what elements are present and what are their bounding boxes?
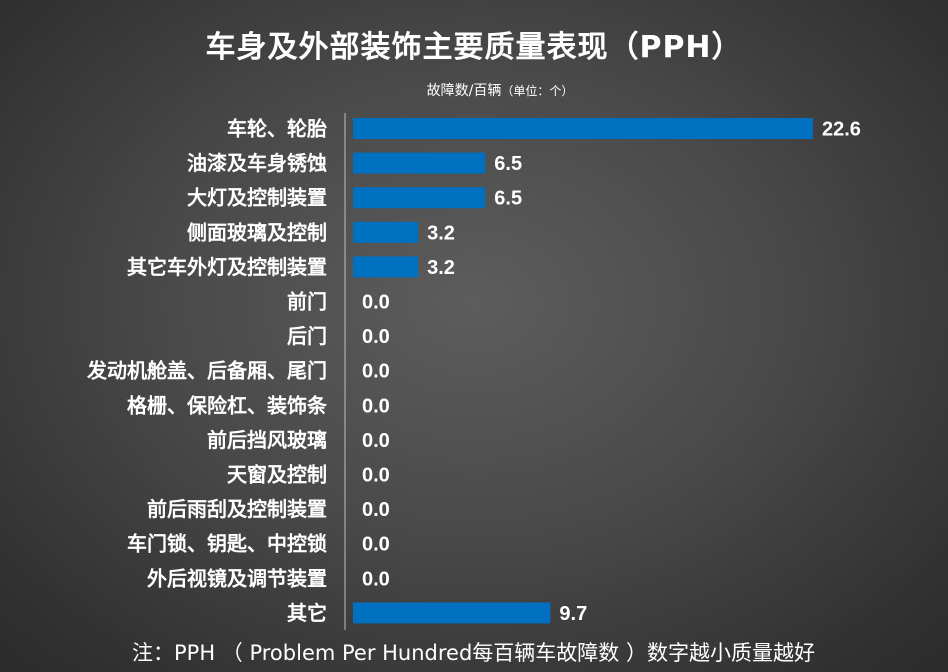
value-label: 9.7 (559, 603, 587, 625)
bar-row: 外后视镜及调节装置 0.0 (147, 566, 390, 590)
bar-row: 其它 9.7 (287, 601, 587, 625)
category-label: 前后雨刮及控制装置 (147, 497, 327, 521)
bar (353, 118, 813, 139)
value-label: 6.5 (494, 188, 522, 210)
value-label: 0.0 (362, 568, 390, 590)
value-label: 0.0 (362, 465, 390, 487)
value-label: 3.2 (427, 222, 455, 244)
bar-row: 前后挡风玻璃 0.0 (207, 428, 390, 452)
category-label: 格栅、保险杠、装饰条 (127, 393, 328, 417)
unit-label: 故障数/百辆 (426, 83, 502, 99)
unit-detail: （单位：个） (501, 84, 574, 98)
bar-row: 前门 0.0 (287, 290, 390, 314)
bar-row: 前后雨刮及控制装置 0.0 (147, 497, 390, 521)
value-label: 0.0 (362, 395, 390, 417)
bar (353, 187, 486, 209)
bar-row: 大灯及控制装置 6.5 (187, 186, 522, 210)
category-label: 其它车外灯及控制装置 (127, 255, 327, 279)
category-label: 天窗及控制 (227, 463, 327, 487)
category-label: 大灯及控制装置 (187, 186, 327, 210)
unit-caption: 故障数/百辆（单位：个） (0, 80, 948, 100)
bar-row: 后门 0.0 (287, 324, 390, 348)
category-label: 油漆及车身锈蚀 (187, 151, 327, 175)
bar-row: 侧面玻璃及控制 3.2 (187, 220, 455, 244)
category-label: 其它 (287, 601, 327, 625)
chart-title: 车身及外部装饰主要质量表现（PPH） (205, 30, 743, 65)
value-label: 0.0 (362, 326, 390, 348)
value-label: 0.0 (362, 430, 390, 452)
bar (353, 256, 419, 278)
bar-row: 发动机舱盖、后备厢、尾门 0.0 (86, 359, 390, 383)
value-label: 6.5 (494, 153, 522, 175)
bar-row: 其它车外灯及控制装置 3.2 (127, 255, 455, 279)
value-label: 0.0 (362, 534, 390, 556)
value-label: 0.0 (362, 499, 390, 521)
category-label: 外后视镜及调节装置 (147, 566, 327, 590)
category-label: 车门锁、钥匙、中控锁 (127, 532, 327, 556)
value-label: 0.0 (362, 292, 390, 314)
value-label: 3.2 (427, 257, 455, 279)
bar (353, 152, 486, 174)
bar (353, 602, 551, 624)
bar-row: 格栅、保险杠、装饰条 0.0 (127, 393, 390, 417)
bar (353, 221, 419, 243)
category-label: 侧面玻璃及控制 (187, 220, 327, 244)
category-label: 前门 (287, 290, 327, 314)
category-label: 车轮、轮胎 (227, 117, 327, 141)
category-label: 前后挡风玻璃 (207, 428, 327, 452)
value-label: 0.0 (362, 361, 390, 383)
category-label: 发动机舱盖、后备厢、尾门 (86, 359, 327, 383)
category-label: 后门 (287, 324, 327, 348)
bar-row: 油漆及车身锈蚀 6.5 (187, 151, 522, 175)
bar-row: 车轮、轮胎 22.6 (227, 117, 861, 141)
value-label: 22.6 (822, 119, 861, 141)
footnote: 注：PPH （ Problem Per Hundred每百辆车故障数 ）数字越小… (132, 641, 815, 665)
bar-row: 车门锁、钥匙、中控锁 0.0 (127, 532, 390, 556)
bar-row: 天窗及控制 0.0 (227, 463, 390, 487)
